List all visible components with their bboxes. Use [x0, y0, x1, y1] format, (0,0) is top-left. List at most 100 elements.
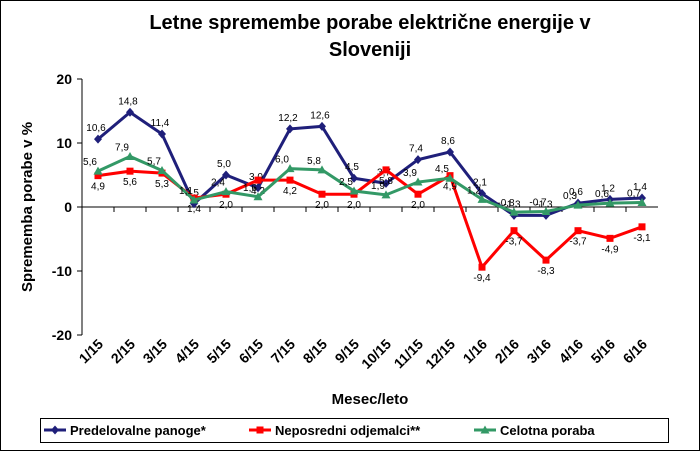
legend: [40, 418, 669, 443]
data-label: 1,4: [633, 182, 647, 193]
marker: [318, 190, 326, 198]
marker: [413, 177, 423, 186]
data-label: 3,9: [403, 168, 417, 179]
y-tick-label: 20: [56, 71, 72, 87]
data-label: 7,4: [409, 144, 423, 155]
data-label: 1,2: [601, 183, 615, 194]
marker: [158, 129, 166, 139]
marker: [94, 172, 102, 180]
marker: [446, 147, 454, 157]
marker: [382, 178, 390, 188]
legend-label: Neposredni odjemalci**: [275, 423, 421, 438]
series-line: [97, 154, 643, 214]
y-tick-label: 0: [64, 199, 72, 215]
data-label: -3,1: [633, 233, 651, 244]
marker: [637, 198, 647, 207]
data-label: 1,2: [467, 185, 481, 196]
marker: [573, 200, 583, 209]
chart-title: Letne spremembe porabe električne energi…: [149, 12, 591, 34]
marker: [349, 186, 359, 195]
data-label: 1,1: [179, 186, 193, 197]
marker: [126, 107, 134, 117]
data-label: 2,4: [211, 178, 225, 189]
data-label: 12,2: [278, 113, 298, 124]
data-label: 0,6: [569, 187, 583, 198]
marker: [222, 170, 230, 180]
data-label: 2,0: [219, 200, 233, 211]
marker: [286, 176, 294, 184]
y-tick-label: -20: [52, 327, 72, 343]
marker: [541, 206, 551, 215]
data-label: 2,1: [473, 178, 487, 189]
chart-title: Sloveniji: [329, 39, 411, 61]
marker: [381, 190, 391, 199]
marker: [478, 263, 486, 271]
marker: [414, 155, 422, 165]
data-label: 4,2: [251, 186, 265, 197]
marker: [285, 164, 295, 173]
data-label: 8,6: [441, 136, 455, 147]
marker: [445, 173, 455, 182]
data-label: 4,5: [345, 162, 359, 173]
marker: [51, 425, 59, 435]
marker: [382, 166, 390, 174]
marker: [414, 190, 422, 198]
y-tick-label: 10: [56, 135, 72, 151]
data-label: 12,6: [310, 110, 330, 121]
data-label: 4,5: [435, 164, 449, 175]
data-label: 2,0: [347, 200, 361, 211]
data-label: 5,0: [217, 159, 231, 170]
marker: [605, 198, 615, 207]
data-label: -3,7: [505, 237, 523, 248]
data-label: 2,0: [315, 200, 329, 211]
legend-label: Celotna poraba: [500, 423, 595, 438]
marker: [94, 134, 102, 144]
marker: [125, 151, 135, 160]
data-label: -8,3: [537, 266, 555, 277]
data-label: 5,8: [307, 156, 321, 167]
data-label: 5,3: [155, 179, 169, 190]
legend-label: Predelovalne panoge*: [70, 423, 207, 438]
data-label: 6,0: [275, 155, 289, 166]
marker: [574, 227, 582, 235]
marker: [317, 165, 327, 174]
marker: [510, 227, 518, 235]
data-label: 0,5: [185, 188, 199, 199]
data-label: 5,7: [147, 157, 161, 168]
marker: [478, 189, 486, 199]
data-label: 4,9: [443, 182, 457, 193]
data-label: 10,6: [86, 123, 106, 134]
data-label: 2,5: [339, 177, 353, 188]
data-label: 0,7: [627, 189, 641, 200]
marker: [254, 176, 262, 184]
y-axis-label: Sprememba porabe v %: [19, 122, 36, 292]
data-label: -3,7: [569, 237, 587, 248]
marker: [480, 425, 490, 434]
data-label: 2,0: [411, 200, 425, 211]
marker: [256, 426, 264, 434]
data-label: 4,2: [283, 186, 297, 197]
data-label: 5,6: [123, 177, 137, 188]
marker: [93, 166, 103, 175]
marker: [318, 121, 326, 131]
data-label: 14,8: [118, 96, 138, 107]
data-label: -1,3: [535, 199, 553, 210]
x-axis-label: Mesec/leto: [332, 391, 409, 408]
marker: [157, 166, 167, 175]
marker: [126, 167, 134, 175]
marker: [509, 207, 519, 216]
data-label: 4,9: [91, 182, 105, 193]
marker: [606, 234, 614, 242]
y-tick-label: -10: [52, 263, 72, 279]
data-label: 7,9: [115, 142, 129, 153]
data-label: 11,4: [151, 118, 170, 129]
marker: [477, 194, 487, 203]
marker: [189, 195, 199, 204]
data-label: 1,9: [371, 181, 385, 192]
data-label: -0,8: [497, 198, 515, 209]
data-label: -1,3: [503, 199, 521, 210]
marker: [221, 187, 231, 196]
marker: [286, 124, 294, 134]
